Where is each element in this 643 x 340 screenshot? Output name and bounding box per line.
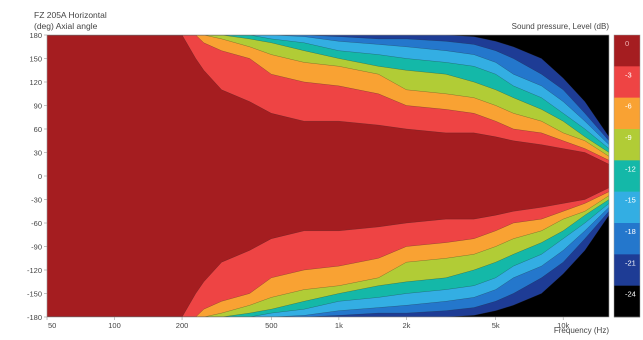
x-tick-label: 100 xyxy=(108,321,121,330)
y-tick-label: -60 xyxy=(31,219,42,228)
y-tick-label: 120 xyxy=(29,78,42,87)
y-tick-label: 180 xyxy=(29,31,42,40)
x-tick-label: 1k xyxy=(335,321,343,330)
colorbar-segment xyxy=(614,97,640,130)
axes: 180 150 120 90 60 30 0 -30 -60 -90 -120 -150 -180 50 1… xyxy=(27,31,610,330)
y-tick-label: -120 xyxy=(27,266,42,275)
colorbar-segment xyxy=(614,35,640,67)
y-tick-label: 150 xyxy=(29,55,42,64)
colorbar-segment xyxy=(614,191,640,224)
y-tick-label: 0 xyxy=(38,172,42,181)
colorbar-label: -24 xyxy=(625,290,636,299)
band-minus-15-dB-upper xyxy=(47,35,609,149)
x-tick-label: 10k xyxy=(557,321,569,330)
x-tick-label: 2k xyxy=(402,321,410,330)
colorbar-label: -6 xyxy=(625,102,632,111)
colorbar-label: -21 xyxy=(625,258,636,267)
colorbar-title: Sound pressure, Level (dB) xyxy=(512,22,610,31)
colorbar-frame xyxy=(613,34,641,318)
colorbar-segment xyxy=(614,66,640,98)
y-tick-label: 90 xyxy=(34,102,42,111)
y-tick-label: -30 xyxy=(31,196,42,205)
plot-area xyxy=(47,35,609,317)
x-tick-label: 200 xyxy=(176,321,189,330)
colorbar-segment xyxy=(614,160,640,192)
colorbar-segment xyxy=(614,285,640,318)
x-tick-label: 50 xyxy=(48,321,56,330)
colorbar-label: -12 xyxy=(625,164,636,173)
y-axis-label: (deg) Axial angle xyxy=(34,21,98,31)
band-minus-24-dB-lower xyxy=(47,214,609,317)
colorbar-segment xyxy=(614,223,640,255)
colorbar: 0 -3 -6 -9 -12 -15 -18 -21 -24 xyxy=(613,34,641,318)
y-tick-label: 60 xyxy=(34,125,42,134)
colorbar-label: -15 xyxy=(625,196,636,205)
colorbar-label: -9 xyxy=(625,133,632,142)
colorbar-segment xyxy=(614,129,640,161)
colorbar-label: -3 xyxy=(625,70,632,79)
x-axis-label: Frequency (Hz) xyxy=(554,326,609,335)
band-minus-15-dB-lower xyxy=(47,203,609,317)
y-tick-label: -150 xyxy=(27,290,42,299)
band-minus-24-dB-upper xyxy=(47,35,609,138)
contour-bands xyxy=(47,35,609,317)
colorbar-segment xyxy=(614,254,640,286)
colorbar-label: 0 xyxy=(625,39,629,48)
y-tick-label: 30 xyxy=(34,149,42,158)
y-tick-label: -180 xyxy=(27,313,42,322)
x-tick-label: 5k xyxy=(492,321,500,330)
y-tick-label: -90 xyxy=(31,243,42,252)
chart-title: FZ 205A Horizontal xyxy=(34,10,107,20)
colorbar-label: -18 xyxy=(625,227,636,236)
x-tick-label: 500 xyxy=(265,321,278,330)
